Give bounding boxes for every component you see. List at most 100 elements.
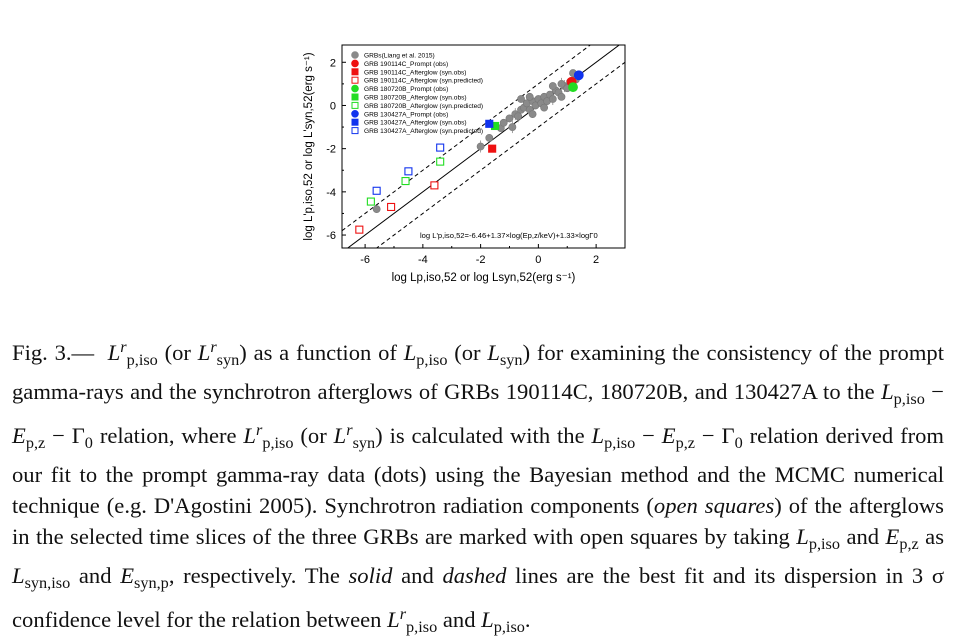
legend-marker	[351, 118, 359, 126]
text: solid	[348, 562, 393, 588]
text: relation derived from our fit to the pro…	[12, 423, 945, 518]
text: relation, where	[92, 423, 244, 448]
data-point-s0-p2	[499, 118, 508, 127]
sym: Γ	[71, 423, 85, 448]
sub: syn	[499, 351, 523, 369]
legend-marker	[351, 51, 359, 59]
legend-marker	[351, 101, 359, 109]
text: )	[522, 340, 531, 366]
legend-marker	[351, 84, 359, 93]
sym: E	[885, 523, 900, 549]
sub: p,iso	[406, 617, 438, 636]
sym: L	[387, 606, 400, 632]
legend-label: GRB 180720B_Prompt (obs)	[364, 86, 448, 93]
data-point-s0-p31	[548, 82, 557, 90]
sym: E	[12, 423, 26, 448]
sub: syn	[352, 433, 376, 452]
data-point-s4-p0	[568, 82, 578, 93]
sym: L	[591, 423, 605, 448]
sup: r	[399, 604, 407, 623]
sub: p,z	[675, 433, 695, 452]
text: open squares	[653, 492, 775, 518]
text: −	[695, 423, 722, 448]
text: ) of the afterglows in the selected time…	[12, 492, 944, 549]
y-tick-label: 2	[330, 57, 336, 69]
text: for examining the consistency of the pro…	[12, 340, 944, 404]
data-point-s8-p0	[485, 119, 494, 128]
sym: L	[197, 340, 211, 366]
sup: r	[346, 420, 353, 439]
sym: Γ	[721, 423, 735, 448]
text: and	[840, 523, 886, 549]
data-point-s0-p25	[528, 110, 537, 119]
y-tick-label: -6	[326, 230, 336, 242]
legend-marker	[351, 76, 359, 84]
legend-label: GRB 180720B_Afterglow (syn.obs)	[364, 95, 467, 102]
text: )	[375, 423, 383, 448]
sub: p,z	[25, 433, 46, 452]
legend-marker	[351, 127, 359, 135]
dispersion-lower	[375, 61, 625, 248]
x-tick-label: -4	[418, 254, 428, 266]
legend-label: GRB 130427A_Afterglow (syn.obs)	[364, 120, 467, 127]
text: is calculated with the	[382, 423, 592, 448]
text: (or	[157, 340, 198, 366]
data-point-s0-p29	[485, 133, 494, 142]
text: as a function of	[246, 340, 404, 366]
text: as	[918, 523, 944, 549]
sub: p,z	[899, 534, 919, 553]
sup: r	[120, 338, 127, 356]
data-point-s0-p19	[557, 92, 566, 101]
sym: L	[481, 606, 494, 632]
sym: L	[403, 340, 417, 366]
legend-label: GRB 190114C_Afterglow (syn.obs)	[364, 69, 467, 76]
x-axis-label: log Lp,iso,52 or log Lsyn,52(erg s⁻¹)	[392, 272, 576, 284]
sub: 0	[734, 433, 743, 452]
y-tick-label: -2	[326, 144, 336, 156]
data-point-s0-p3	[505, 114, 514, 123]
text: .	[524, 606, 531, 632]
data-point-s0-p26	[540, 103, 549, 112]
sup: r	[210, 338, 217, 356]
y-tick-label: 0	[330, 100, 336, 112]
sub: p,iso	[808, 534, 841, 553]
sym: L	[243, 423, 256, 448]
text: (or	[447, 340, 488, 366]
text: )	[239, 340, 247, 366]
legend-marker	[351, 93, 359, 101]
text: −	[45, 423, 72, 448]
legend-marker	[351, 110, 359, 118]
legend-label: GRBs(Liang et al. 2015)	[364, 53, 435, 60]
sub: p,iso	[416, 351, 448, 369]
y-axis-label: log L'p,iso,52 or log L'syn,52(erg s⁻¹)	[303, 52, 315, 240]
data-point-s6-p2	[436, 157, 445, 166]
text: dashed	[442, 562, 507, 588]
plot-frame	[341, 44, 626, 249]
sub: syn,iso	[24, 573, 71, 592]
x-tick-label: 0	[535, 254, 541, 266]
legend-label: GRB 130427A_Prompt (obs)	[364, 111, 448, 118]
legend-label: GRB 130427A_Afterglow (syn.predicted)	[364, 128, 483, 135]
data-point-s9-p2	[436, 143, 445, 152]
data-point-s0-p33	[525, 92, 534, 101]
data-point-s0-p34	[517, 95, 525, 103]
x-tick-label: 2	[593, 254, 599, 266]
x-tick-label: -2	[476, 254, 486, 266]
sub: p,iso	[262, 433, 294, 452]
text: and	[392, 562, 443, 588]
text: (or	[293, 423, 334, 448]
sub: p,iso	[126, 351, 158, 369]
legend-marker	[351, 59, 359, 68]
text: −	[924, 379, 944, 404]
figure-label: Fig. 3.—	[12, 340, 95, 366]
sub: syn	[216, 351, 240, 369]
sym: L	[487, 340, 500, 366]
sym: L	[796, 523, 809, 549]
legend-label: GRB 190114C_Afterglow (syn.predicted)	[364, 78, 483, 85]
sub: 0	[84, 433, 93, 452]
sym: L	[12, 562, 25, 588]
data-point-s9-p1	[404, 167, 413, 176]
sub: p,iso	[493, 617, 525, 636]
sub: p,iso	[893, 389, 925, 408]
data-point-s6-p1	[401, 177, 410, 186]
